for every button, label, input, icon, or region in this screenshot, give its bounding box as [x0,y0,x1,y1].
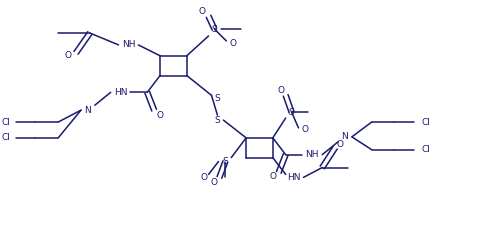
Text: N: N [85,106,91,115]
Text: O: O [269,172,276,181]
Text: O: O [211,178,218,187]
Text: O: O [336,140,344,149]
Text: HN: HN [114,88,127,97]
Text: O: O [200,173,207,182]
Text: S: S [214,116,220,124]
Text: O: O [157,111,164,120]
Text: NH: NH [305,150,319,159]
Text: O: O [198,7,205,16]
Text: S: S [223,157,228,166]
Text: S: S [289,108,294,117]
Text: S: S [212,25,217,34]
Text: N: N [342,132,348,141]
Text: Cl: Cl [2,133,11,142]
Text: Cl: Cl [421,118,430,126]
Text: O: O [302,125,309,134]
Text: NH: NH [121,40,135,49]
Text: HN: HN [287,173,300,182]
Text: O: O [230,39,237,48]
Text: O: O [64,51,72,60]
Text: S: S [214,94,220,103]
Text: O: O [277,86,284,95]
Text: Cl: Cl [2,118,11,126]
Text: Cl: Cl [421,145,430,154]
